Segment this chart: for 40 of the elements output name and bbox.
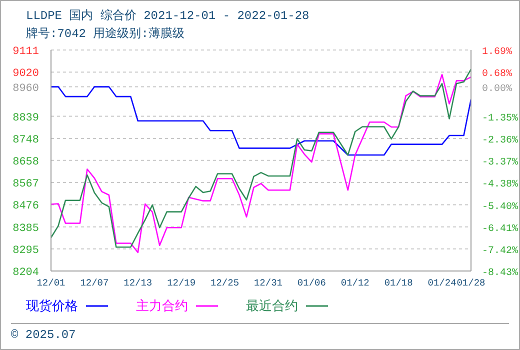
x-tick-label: 12/25	[210, 278, 240, 289]
chart-subtitle: 牌号:7042 用途级别:薄膜级	[26, 26, 184, 42]
y-tick-label: 8658	[12, 156, 39, 168]
y2-tick-label: -4.38%	[482, 180, 518, 191]
x-tick-label: 12/07	[80, 278, 109, 289]
x-tick-label: 01/18	[384, 278, 414, 289]
y2-tick-label: 1.69%	[482, 47, 512, 58]
y-tick-label: 9020	[12, 68, 39, 80]
chart-title: LLDPE 国内 综合价 2021-12-01 - 2022-01-28	[26, 8, 310, 24]
text: © 2025.07	[11, 328, 76, 342]
y2-tick-label: -6.41%	[482, 224, 518, 235]
legend-label: 主力合约	[136, 298, 189, 315]
y2-tick-label: -1.35%	[482, 113, 518, 124]
y2-tick-label: -7.42%	[482, 246, 518, 257]
legend-label: 现货价格	[26, 298, 79, 315]
x-tick-label: 12/13	[124, 278, 152, 289]
y-tick-label: 9111	[12, 46, 40, 58]
y-tick-label: 8960	[12, 82, 39, 95]
y-tick-label: 8748	[12, 134, 39, 146]
x-tick-label: 12/01	[36, 278, 66, 289]
y-tick-label: 8204	[12, 267, 40, 279]
x-tick-label: 12/19	[167, 278, 196, 289]
y2-tick-label: -5.40%	[482, 202, 518, 213]
y2-tick-label: -2.36%	[482, 135, 518, 146]
y2-tick-label: 0.68%	[482, 69, 512, 80]
line-series	[51, 86, 471, 156]
x-tick-label: 01/24	[428, 278, 457, 289]
legend-label: 最近合约	[246, 298, 299, 315]
x-tick-label: 01/28	[456, 278, 486, 289]
y2-tick-label: -8.43%	[482, 268, 518, 279]
x-tick-label: 01/12	[340, 278, 370, 289]
y-tick-label: 8839	[12, 112, 39, 124]
y2-tick-label: 0.00%	[482, 84, 512, 95]
y-tick-label: 8476	[12, 200, 39, 213]
x-tick-label: 12/31	[254, 278, 283, 289]
y-tick-label: 8567	[12, 178, 39, 191]
y-tick-label: 8295	[12, 244, 39, 257]
x-tick-label: 01/06	[297, 278, 326, 289]
y-tick-label: 8385	[12, 222, 39, 235]
y2-tick-label: -3.37%	[482, 158, 518, 168]
